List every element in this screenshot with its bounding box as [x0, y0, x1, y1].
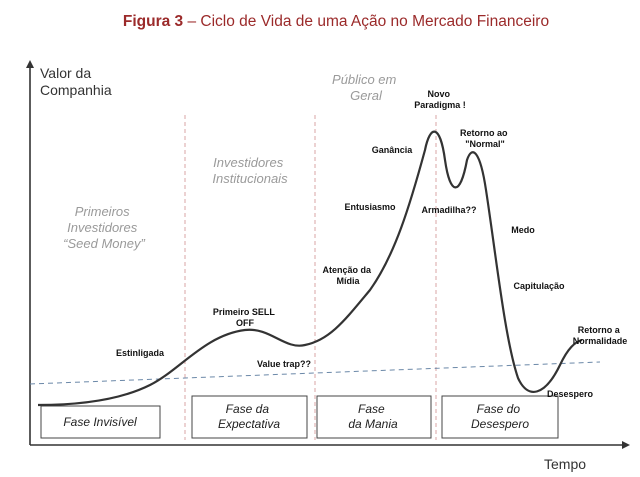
annotation-retorno-normal: Retorno ao "Normal"	[460, 128, 510, 149]
phase-label-line: Investidores	[67, 220, 138, 235]
stage-label-line: Fase da	[226, 402, 270, 416]
annotation-ganancia: Ganância	[372, 145, 414, 155]
annotation-line: Mídia	[336, 276, 360, 286]
stage-box	[316, 395, 432, 439]
annotation-estinligada: Estinligada	[116, 348, 165, 358]
phase-label-seed: Primeiros Investidores “Seed Money”	[63, 204, 145, 251]
stage-box	[191, 395, 308, 439]
annotation-line: Primeiro SELL	[213, 307, 276, 317]
stage-label-line: Fase Invisível	[63, 415, 137, 429]
annotation-line: Ganância	[372, 145, 414, 155]
y-axis-label-line-2: Companhia	[40, 82, 112, 98]
stage-label-line: Desespero	[471, 417, 529, 431]
annotation-line: Armadilha??	[421, 205, 476, 215]
annotation-entusiasmo: Entusiasmo	[344, 202, 396, 212]
chart-title-prefix: Figura 3	[123, 13, 184, 30]
annotation-line: Retorno a	[578, 325, 621, 335]
value-curve	[37, 130, 583, 407]
stage-label-mania: Fase da Mania	[348, 402, 398, 431]
y-axis-label-line-1: Valor da	[40, 65, 91, 81]
annotation-value-trap: Value trap??	[257, 359, 311, 369]
chart-title-rest: – Ciclo de Vida de uma Ação no Mercado F…	[183, 13, 549, 30]
chart-title: Figura 3 – Ciclo de Vida de uma Ação no …	[123, 13, 549, 30]
annotation-line: Value trap??	[257, 359, 311, 369]
annotation-novo-paradigma: Novo Paradigma !	[414, 89, 466, 110]
stage-label-desespero: Fase do Desespero	[471, 402, 529, 431]
annotation-desespero: Desespero	[547, 389, 594, 399]
annotation-line: Medo	[511, 225, 535, 235]
annotation-line: "Normal"	[465, 139, 505, 149]
phase-label-line: Institucionais	[212, 171, 288, 186]
annotation-retorno-normalidade: Retorno a Normalidade	[573, 325, 628, 346]
phase-label-line: Geral	[350, 88, 383, 103]
phase-label-institutional: Investidores Institucionais	[212, 155, 288, 186]
phase-label-line: “Seed Money”	[63, 236, 145, 251]
stage-label-line: da Mania	[348, 417, 398, 431]
y-axis-label: Valor da Companhia	[40, 65, 112, 98]
annotation-line: Paradigma !	[414, 100, 466, 110]
phase-label-line: Público em	[332, 72, 396, 87]
stage-label-line: Fase do	[477, 402, 521, 416]
phase-label-line: Primeiros	[75, 204, 130, 219]
x-axis-label: Tempo	[544, 456, 586, 472]
annotation-line: Capitulação	[513, 281, 565, 291]
stage-label-line: Expectativa	[218, 417, 280, 431]
annotation-medo: Medo	[511, 225, 535, 235]
annotation-line: Retorno ao	[460, 128, 508, 138]
annotation-primeiro-sell-off: Primeiro SELL OFF	[213, 307, 277, 328]
annotation-line: Desespero	[547, 389, 594, 399]
annotation-atencao-midia: Atenção da Mídia	[322, 265, 373, 286]
annotation-line: OFF	[236, 318, 254, 328]
annotation-line: Novo	[427, 89, 450, 99]
stage-box	[441, 395, 559, 439]
phase-label-line: Investidores	[213, 155, 284, 170]
stage-label-invisivel: Fase Invisível	[63, 415, 137, 429]
stage-label-line: Fase	[358, 402, 385, 416]
phase-label-public: Público em Geral	[332, 72, 400, 103]
annotation-line: Estinligada	[116, 348, 165, 358]
annotation-line: Normalidade	[573, 336, 628, 346]
annotation-line: Entusiasmo	[344, 202, 396, 212]
annotation-capitulacao: Capitulação	[513, 281, 565, 291]
stage-label-expectativa: Fase da Expectativa	[218, 402, 280, 431]
annotation-armadilha: Armadilha??	[421, 205, 476, 215]
annotation-line: Atenção da	[322, 265, 372, 275]
stage-box	[40, 405, 161, 439]
